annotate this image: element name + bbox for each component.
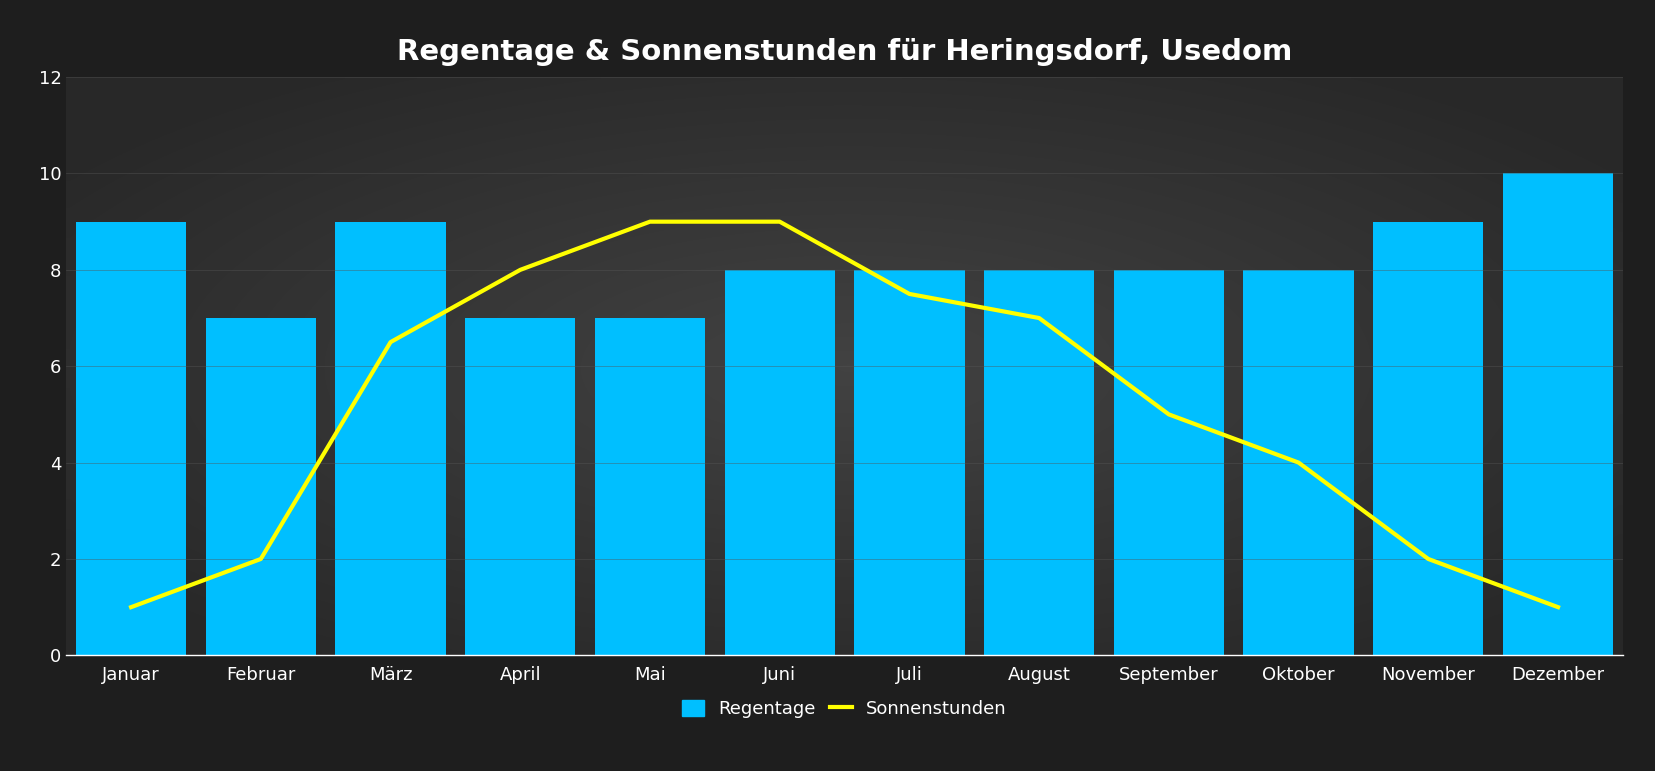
Bar bbox=[594, 318, 705, 655]
Bar bbox=[1114, 270, 1223, 655]
Bar bbox=[205, 318, 316, 655]
Sonnenstunden bbox=[770, 217, 789, 227]
Bar bbox=[983, 270, 1094, 655]
Sonnenstunden bbox=[250, 554, 270, 564]
Bar bbox=[76, 222, 185, 655]
Bar bbox=[1243, 270, 1352, 655]
Sonnenstunden bbox=[639, 217, 659, 227]
Sonnenstunden bbox=[1547, 603, 1567, 612]
Sonnenstunden bbox=[1288, 458, 1307, 467]
Bar bbox=[1503, 173, 1612, 655]
Sonnenstunden bbox=[510, 265, 530, 274]
Sonnenstunden bbox=[1417, 554, 1437, 564]
Bar bbox=[336, 222, 445, 655]
Sonnenstunden bbox=[1158, 410, 1178, 419]
Sonnenstunden bbox=[121, 603, 141, 612]
Sonnenstunden bbox=[899, 289, 919, 298]
Bar bbox=[1372, 222, 1483, 655]
Line: Sonnenstunden: Sonnenstunden bbox=[131, 222, 1557, 608]
Sonnenstunden bbox=[381, 338, 401, 347]
Title: Regentage & Sonnenstunden für Heringsdorf, Usedom: Regentage & Sonnenstunden für Heringsdor… bbox=[397, 39, 1291, 66]
Sonnenstunden bbox=[1028, 313, 1048, 322]
Bar bbox=[725, 270, 834, 655]
Legend: Regentage, Sonnenstunden: Regentage, Sonnenstunden bbox=[674, 691, 1015, 727]
Bar bbox=[465, 318, 574, 655]
Bar bbox=[854, 270, 963, 655]
